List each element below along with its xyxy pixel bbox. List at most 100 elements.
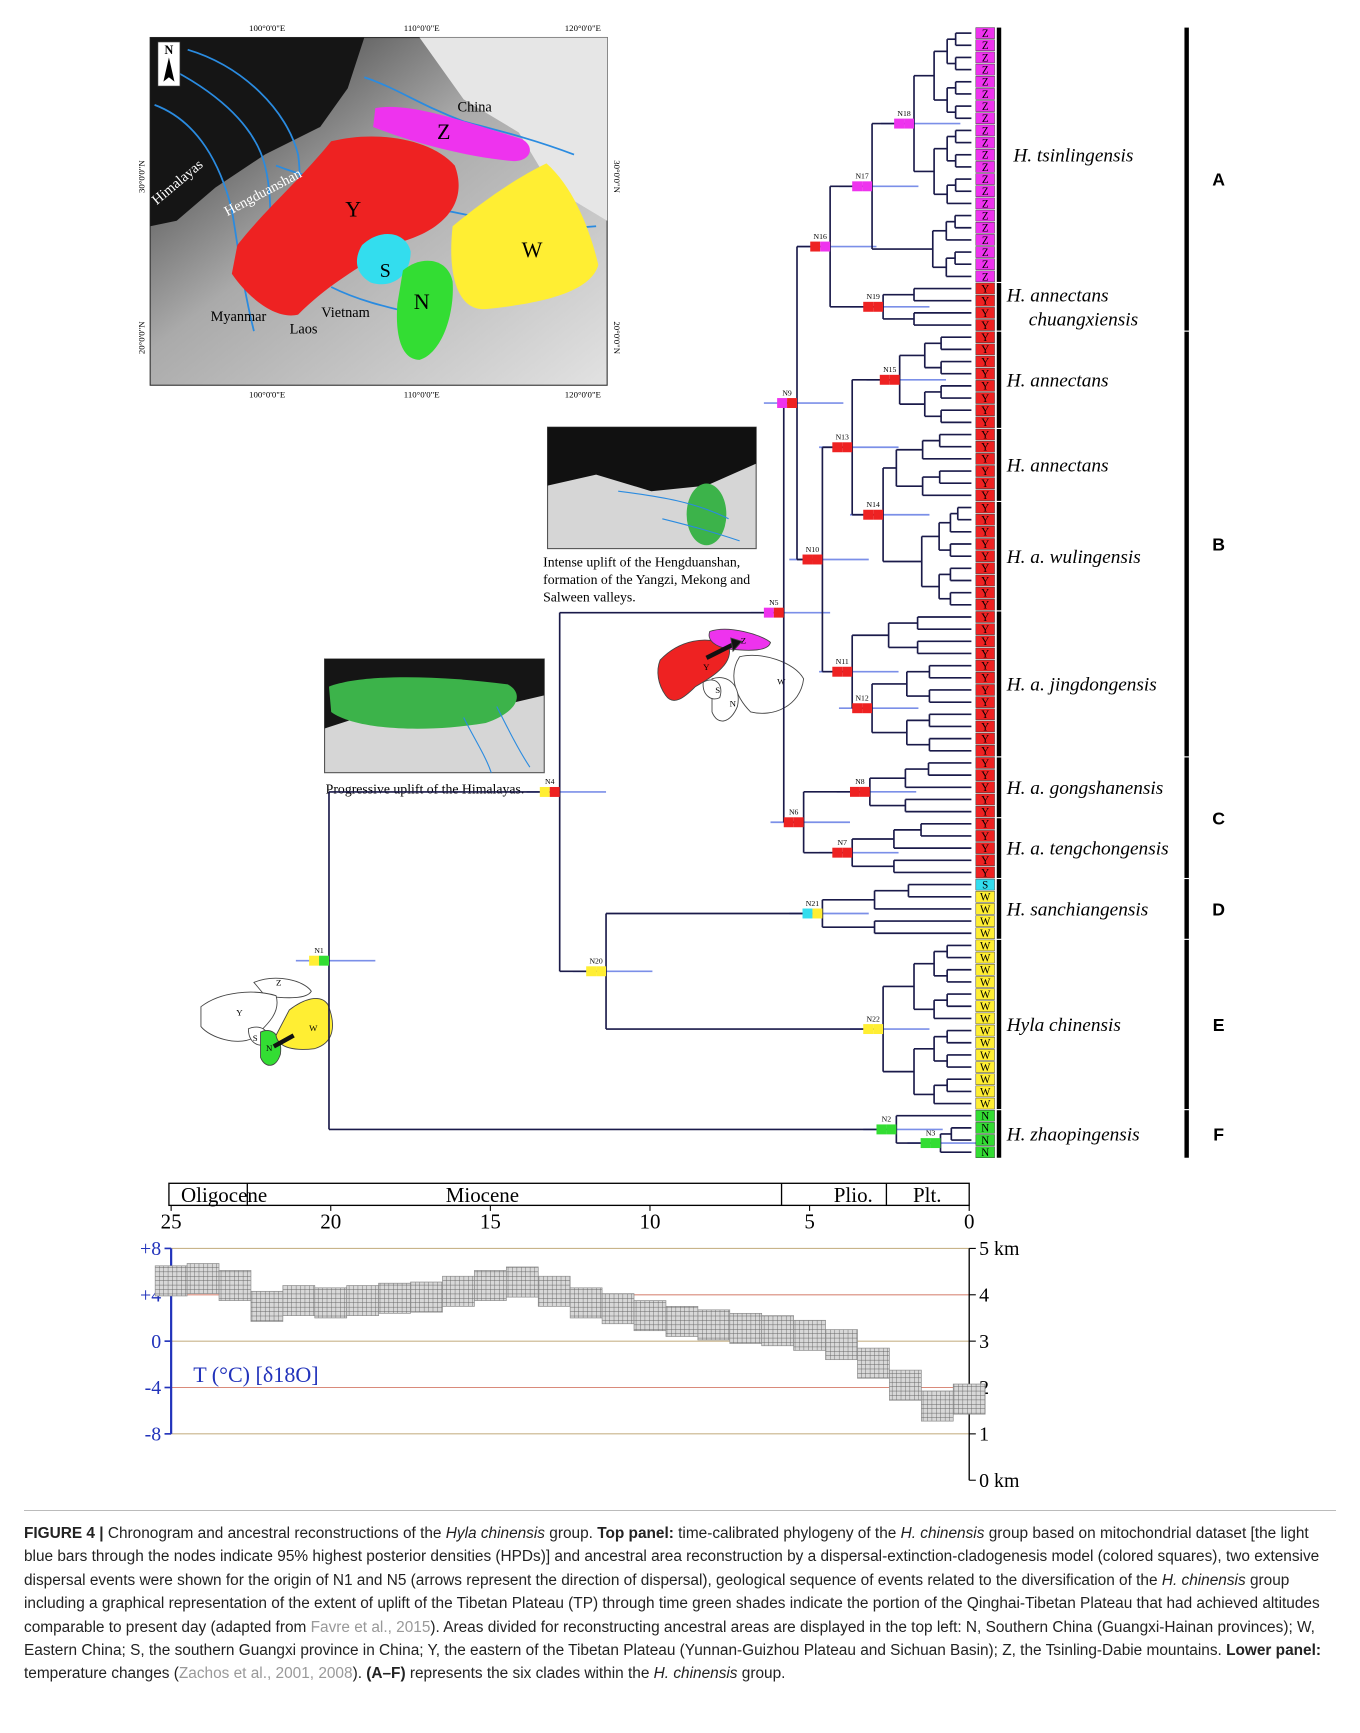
node-label: N2 — [882, 1115, 892, 1124]
tip-area-label: Y — [981, 746, 989, 758]
tip-area-label: Y — [981, 454, 989, 466]
tip-area-label: Y — [981, 515, 989, 527]
node-area-box — [540, 787, 550, 797]
tip-area-label: Y — [981, 490, 989, 502]
node-label: N13 — [836, 433, 849, 442]
caption-text: time-calibrated phylogeny of the — [674, 1525, 901, 1542]
node-area-box — [842, 667, 852, 677]
lon-label: 120°0'0"E — [565, 23, 601, 33]
node-area-box — [803, 909, 813, 919]
area-label: Y — [345, 196, 361, 221]
caption-rule — [24, 1510, 1336, 1511]
x-tick-label: 5 — [804, 1210, 814, 1234]
inset-caption: formation of the Yangzi, Mekong and — [543, 572, 750, 587]
tip-area-label: W — [980, 928, 991, 940]
tip-area-label: Y — [981, 770, 989, 782]
tip-area-label: Z — [982, 113, 989, 125]
node-area-box — [852, 703, 862, 713]
tip-area-label: Z — [982, 198, 989, 210]
lon-label: 100°0'0"E — [249, 389, 285, 399]
group-label: E — [1213, 1015, 1225, 1035]
clade-bar — [997, 879, 1001, 939]
node-area-box — [777, 398, 787, 408]
x-tick-label: 0 — [964, 1210, 974, 1234]
tip-area-label: Y — [981, 551, 989, 563]
node-area-box — [862, 703, 872, 713]
tip-area-label: S — [982, 879, 988, 891]
dispersal-n5: Z Y S N W — [658, 629, 804, 721]
tip-area-label: Y — [981, 405, 989, 417]
x-tick-label: 25 — [161, 1210, 182, 1234]
area-label: W — [777, 676, 786, 686]
tip-area-label: Z — [982, 52, 989, 64]
tip-area-label: Y — [981, 417, 989, 429]
node-label: N21 — [806, 899, 819, 908]
tip-area-label: W — [980, 952, 991, 964]
temperature-band — [826, 1330, 858, 1360]
clade-bar — [997, 28, 1001, 282]
tip-area-label: W — [980, 1062, 991, 1074]
tip-area-label: W — [980, 989, 991, 1001]
figure-caption: FIGURE 4 | Chronogram and ancestral reco… — [24, 1522, 1336, 1686]
tip-area-label: Y — [981, 661, 989, 673]
caption-text: ). — [353, 1665, 367, 1682]
tip-area-label: Y — [981, 806, 989, 818]
temperature-band — [379, 1283, 411, 1313]
node-area-box — [812, 555, 822, 565]
node-area-box — [894, 119, 904, 129]
tip-area-label: Y — [981, 831, 989, 843]
epoch-label: Oligocene — [181, 1183, 267, 1207]
tip-area-label: Y — [981, 636, 989, 648]
node-area-box — [596, 966, 606, 976]
tip-area-label: Y — [981, 356, 989, 368]
area-label: W — [522, 237, 543, 262]
area-label: S — [380, 260, 391, 282]
temperature-band — [634, 1301, 666, 1331]
temperature-band — [762, 1316, 794, 1346]
inset-hengduanshan: Intense uplift of the Hengduanshan, form… — [543, 427, 756, 604]
group-bar — [1184, 28, 1188, 331]
node-area-box — [873, 510, 883, 520]
node-area-box — [904, 119, 914, 129]
node-area-box — [787, 398, 797, 408]
tip-area-label: Z — [982, 162, 989, 174]
node-label: N18 — [897, 109, 910, 118]
temperature-band — [411, 1282, 443, 1312]
temperature-band — [698, 1310, 730, 1340]
caption-text: Hyla chinensis — [446, 1525, 545, 1542]
lon-label: 110°0'0"E — [404, 389, 440, 399]
node-area-box — [820, 242, 830, 252]
tip-area-label: Y — [981, 733, 989, 745]
temperature-band — [730, 1313, 762, 1343]
tip-area-label: Z — [982, 210, 989, 222]
temperature-band — [155, 1266, 187, 1296]
temperature-band — [315, 1288, 347, 1318]
tip-area-label: Y — [981, 843, 989, 855]
area-label: N — [266, 1043, 273, 1053]
node-area-box — [876, 1124, 886, 1134]
caption-text: (A–F) — [366, 1665, 405, 1682]
clade-name: chuangxiensis — [1029, 310, 1138, 331]
caption-text: Zachos et al., 2001, 2008 — [179, 1665, 353, 1682]
group-label: A — [1212, 170, 1225, 190]
node-label: N14 — [867, 500, 880, 509]
group-bar — [1184, 879, 1188, 939]
node-area-box — [863, 1024, 873, 1034]
tip-area-label: Y — [981, 466, 989, 478]
temperature-band — [251, 1291, 283, 1321]
caption-text: temperature changes ( — [24, 1665, 179, 1682]
tip-area-label: W — [980, 1013, 991, 1025]
tip-area-label: Y — [981, 502, 989, 514]
clade-name: H. tsinlingensis — [1012, 145, 1133, 166]
tip-area-label: W — [980, 892, 991, 904]
lat-label: 20°0'0"N — [612, 321, 622, 354]
temperature-band — [857, 1348, 889, 1378]
y2-tick-label: 1 — [979, 1423, 989, 1445]
tip-area-label: Y — [981, 721, 989, 733]
epoch-label: Miocene — [446, 1183, 519, 1207]
y2-tick-label: 3 — [979, 1331, 989, 1353]
node-area-box — [586, 966, 596, 976]
tip-area-label: Y — [981, 575, 989, 587]
clade-bar — [997, 940, 1001, 1109]
place-label: China — [458, 99, 493, 115]
